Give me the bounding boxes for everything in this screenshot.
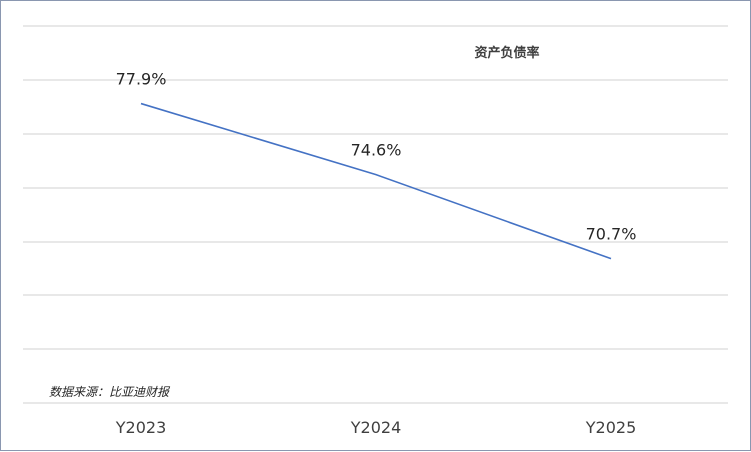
x-tick-label: Y2024 [350, 418, 402, 437]
data-label: 77.9% [116, 70, 167, 89]
data-labels: 77.9% 74.6% 70.7% [116, 70, 637, 244]
chart-title: 资产负债率 [474, 45, 539, 61]
x-tick-labels: Y2023 Y2024 Y2025 [115, 418, 637, 437]
series-line [140, 102, 612, 260]
source-note: 数据来源：比亚迪财报 [49, 385, 171, 399]
x-tick-label: Y2025 [585, 418, 637, 437]
series-layer [140, 102, 612, 260]
data-label: 74.6% [351, 141, 402, 160]
x-tick-label: Y2023 [115, 418, 167, 437]
data-label: 70.7% [586, 225, 637, 244]
gridlines [23, 25, 728, 404]
